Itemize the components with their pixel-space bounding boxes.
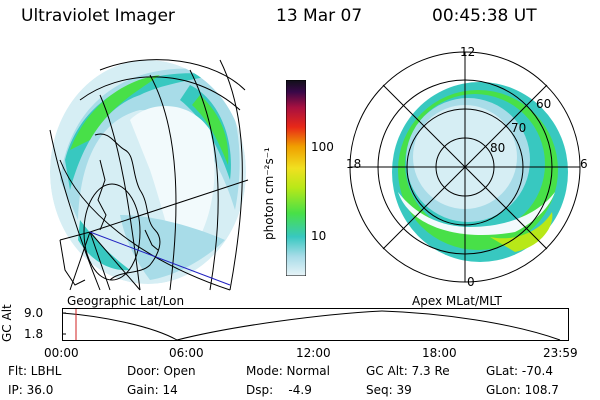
time-label: 00:45:38 UT [432, 6, 537, 26]
altitude-strip [62, 308, 569, 341]
mlt-label-6: 6 [580, 157, 588, 171]
mode-info: Mode: Normal [246, 364, 330, 378]
ip-info: IP: 36.0 [8, 383, 54, 397]
altitude-tick-1-8: 1.8 [24, 327, 44, 341]
altitude-curve [62, 310, 561, 341]
time-tick-1200: 12:00 [296, 346, 331, 360]
coastline [59, 133, 161, 286]
polar-grid [349, 51, 581, 283]
time-tick-1800: 18:00 [422, 346, 457, 360]
lat-label-70: 70 [511, 121, 527, 135]
terminator-line [89, 231, 231, 286]
altitude-tick-9: 9.0 [24, 306, 44, 320]
time-tick-0000: 00:00 [44, 346, 79, 360]
colorbar-tick-100: 100 [311, 140, 334, 154]
time-tick-0600: 06:00 [169, 346, 204, 360]
gain-info: Gain: 14 [127, 383, 178, 397]
geo-longitude-info: GLon: 108.7 [486, 383, 559, 397]
door-info: Door: Open [127, 364, 196, 378]
altitude-axis-title: GC Alt [0, 304, 14, 342]
mlt-label-12: 12 [460, 45, 476, 59]
colorbar-tick-10: 10 [311, 229, 327, 243]
geo-latitude-info: GLat: -70.4 [486, 364, 553, 378]
lat-lon-grid [49, 59, 249, 291]
aurora-emission-left [50, 60, 246, 284]
polar-plot [349, 51, 581, 283]
dsp-info: Dsp: -4.9 [246, 383, 312, 397]
date-label: 13 Mar 07 [276, 6, 363, 26]
gc-altitude-info: GC Alt: 7.3 Re [366, 364, 450, 378]
time-tick-2359: 23:59 [543, 346, 578, 360]
filter-info: Flt: LBHL [8, 364, 62, 378]
colorbar [286, 80, 306, 276]
colorbar-unit-label: photon cm⁻²s⁻¹ [262, 147, 276, 240]
right-panel-caption: Apex MLat/MLT [412, 294, 502, 308]
sequence-info: Seq: 39 [366, 383, 412, 397]
mlt-label-0: 0 [467, 275, 475, 289]
aurora-emission-right [392, 82, 568, 262]
mlt-label-18: 18 [346, 157, 362, 171]
lat-label-60: 60 [536, 97, 552, 111]
instrument-title: Ultraviolet Imager [21, 6, 175, 26]
geographic-map [49, 59, 249, 291]
left-panel-caption: Geographic Lat/Lon [67, 294, 185, 308]
lat-label-80: 80 [490, 141, 506, 155]
